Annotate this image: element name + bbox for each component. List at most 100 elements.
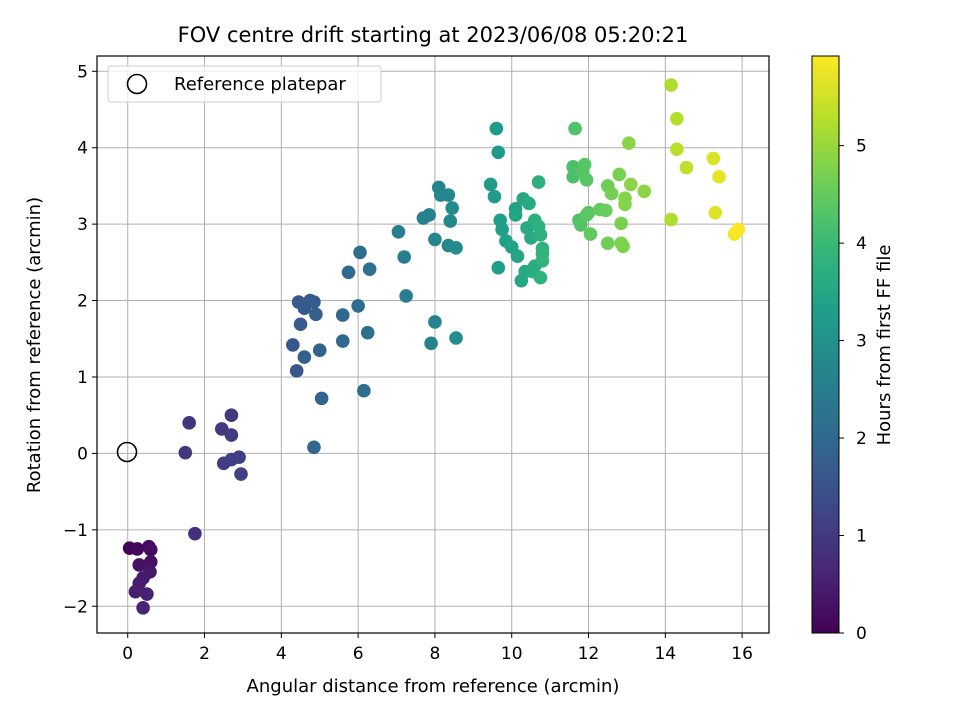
plot-frame — [96, 55, 770, 634]
x-tick-label: 12 — [578, 644, 600, 664]
data-point — [445, 201, 460, 215]
data-point — [140, 587, 154, 601]
data-point — [132, 558, 147, 572]
data-point — [522, 196, 536, 211]
data-point — [449, 331, 463, 345]
data-point — [600, 236, 615, 251]
data-point — [535, 247, 550, 261]
data-point — [708, 205, 723, 220]
data-point — [491, 260, 506, 275]
data-point — [428, 232, 442, 247]
data-point — [574, 218, 588, 232]
data-point — [533, 228, 548, 242]
data-point — [533, 270, 548, 285]
x-tick-label: 2 — [199, 644, 210, 664]
data-point — [234, 467, 248, 481]
y-tick-label: 0 — [77, 444, 88, 464]
y-tick-label: 2 — [77, 292, 88, 312]
data-point — [143, 542, 158, 557]
chart-title: FOV centre drift starting at 2023/06/08 … — [178, 23, 689, 47]
data-point — [599, 203, 613, 218]
data-point — [483, 177, 498, 192]
data-point — [286, 338, 300, 352]
x-tick-label: 8 — [430, 644, 441, 664]
colorbar-tick-label: 3 — [856, 332, 867, 352]
grid-lines — [97, 56, 769, 633]
data-point — [637, 184, 651, 199]
data-point — [664, 212, 678, 227]
data-point — [130, 542, 145, 556]
x-axis-label: Angular distance from reference (arcmin) — [247, 676, 620, 697]
colorbar-label: Hours from first FF file — [874, 245, 895, 446]
data-point — [670, 142, 684, 157]
data-point — [128, 584, 143, 599]
data-point — [188, 526, 202, 541]
data-point — [362, 262, 377, 277]
data-point — [341, 265, 356, 280]
reference-marker — [116, 441, 138, 463]
data-point — [531, 175, 546, 189]
data-point — [399, 289, 413, 303]
y-axis-label: Rotation from reference (arcmin) — [24, 197, 45, 493]
data-point — [604, 186, 619, 201]
data-point — [293, 317, 308, 332]
colorbar-gradient — [811, 55, 840, 634]
legend: Reference platepar — [107, 65, 382, 103]
y-tick-label: −1 — [63, 521, 88, 541]
data-point — [706, 151, 721, 166]
data-point — [224, 408, 239, 422]
data-point — [616, 239, 630, 254]
colorbar: 0 1 2 3 4 5 Hours from first FF file — [811, 55, 895, 644]
data-point — [441, 188, 456, 202]
data-point — [622, 136, 636, 150]
data-point — [314, 391, 329, 406]
data-point — [353, 245, 367, 260]
x-tick-label: 10 — [501, 644, 523, 664]
x-tick-label: 0 — [122, 644, 133, 664]
data-point — [289, 364, 304, 378]
colorbar-ticks: 0 1 2 3 4 5 — [839, 137, 867, 644]
data-point — [424, 336, 438, 351]
data-point — [489, 121, 504, 136]
data-point — [664, 78, 678, 92]
colorbar-tick-label: 1 — [856, 527, 867, 547]
data-point — [335, 334, 350, 348]
data-point — [614, 216, 628, 231]
y-tick-label: 1 — [77, 368, 88, 388]
data-point — [491, 145, 506, 160]
data-point — [422, 208, 436, 222]
data-point — [579, 173, 594, 187]
data-point — [309, 307, 323, 322]
data-point — [224, 428, 239, 442]
y-tick-label: 5 — [77, 62, 88, 82]
x-axis-ticks: 0 2 4 6 8 10 12 14 16 — [122, 633, 753, 664]
data-point — [360, 325, 375, 340]
y-tick-label: 4 — [77, 139, 88, 159]
data-point — [297, 350, 312, 364]
data-point — [577, 157, 592, 172]
x-tick-label: 16 — [731, 644, 753, 664]
data-points — [122, 78, 746, 615]
colorbar-tick-label: 2 — [856, 429, 867, 449]
y-tick-label: 3 — [77, 215, 88, 235]
data-point — [397, 250, 412, 264]
data-point — [357, 383, 371, 398]
data-point — [731, 222, 746, 237]
data-point — [583, 227, 598, 241]
data-point — [391, 224, 406, 239]
x-tick-label: 4 — [276, 644, 287, 664]
colorbar-tick-label: 0 — [856, 624, 867, 644]
data-point — [232, 450, 246, 465]
legend-marker — [126, 73, 148, 95]
data-point — [312, 343, 327, 358]
data-point — [136, 600, 150, 615]
data-point — [307, 295, 321, 309]
y-tick-label: −2 — [63, 597, 88, 617]
data-point — [679, 160, 694, 175]
data-point — [443, 214, 458, 228]
y-axis-ticks: −2 −1 0 1 2 3 4 5 — [63, 62, 97, 617]
data-point — [351, 299, 365, 313]
data-point — [307, 440, 321, 455]
data-point — [178, 445, 193, 460]
